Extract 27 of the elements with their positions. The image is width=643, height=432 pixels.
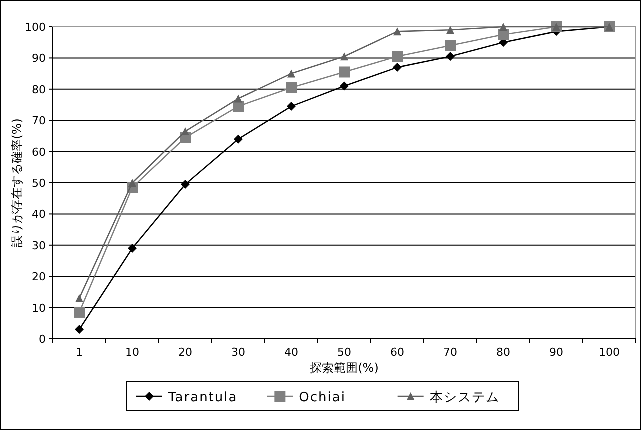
x-tick-label: 10 [126,346,140,359]
x-tick-label: 40 [284,346,298,359]
x-tick-label: 20 [178,346,192,359]
y-tick-label: 50 [32,177,46,190]
legend-label: 本システム [430,390,500,406]
y-tick-label: 40 [32,208,46,222]
y-tick-label: 70 [32,114,46,128]
legend-label: Ochiai [299,390,346,406]
y-tick-label: 20 [32,270,46,284]
y-axis-title: 誤りが存在する確率(%) [10,118,24,248]
y-tick-label: 80 [32,83,46,96]
y-tick-label: 100 [25,21,46,34]
y-tick-label: 10 [32,302,46,315]
x-tick-label: 60 [390,346,404,359]
y-tick-label: 0 [39,333,46,346]
x-tick-label: 80 [496,346,510,359]
x-tick-label: 30 [232,346,246,359]
x-tick-label: 1 [76,346,83,359]
x-tick-label: 90 [550,346,564,359]
x-tick-label: 70 [444,346,458,359]
legend-label: Tarantula [168,390,238,406]
y-tick-label: 90 [32,52,46,66]
y-tick-label: 60 [32,146,46,159]
x-tick-label: 50 [338,346,352,359]
x-tick-label: 100 [599,346,620,359]
y-tick-label: 30 [32,239,46,252]
x-axis-title: 探索範囲(%) [310,361,379,375]
